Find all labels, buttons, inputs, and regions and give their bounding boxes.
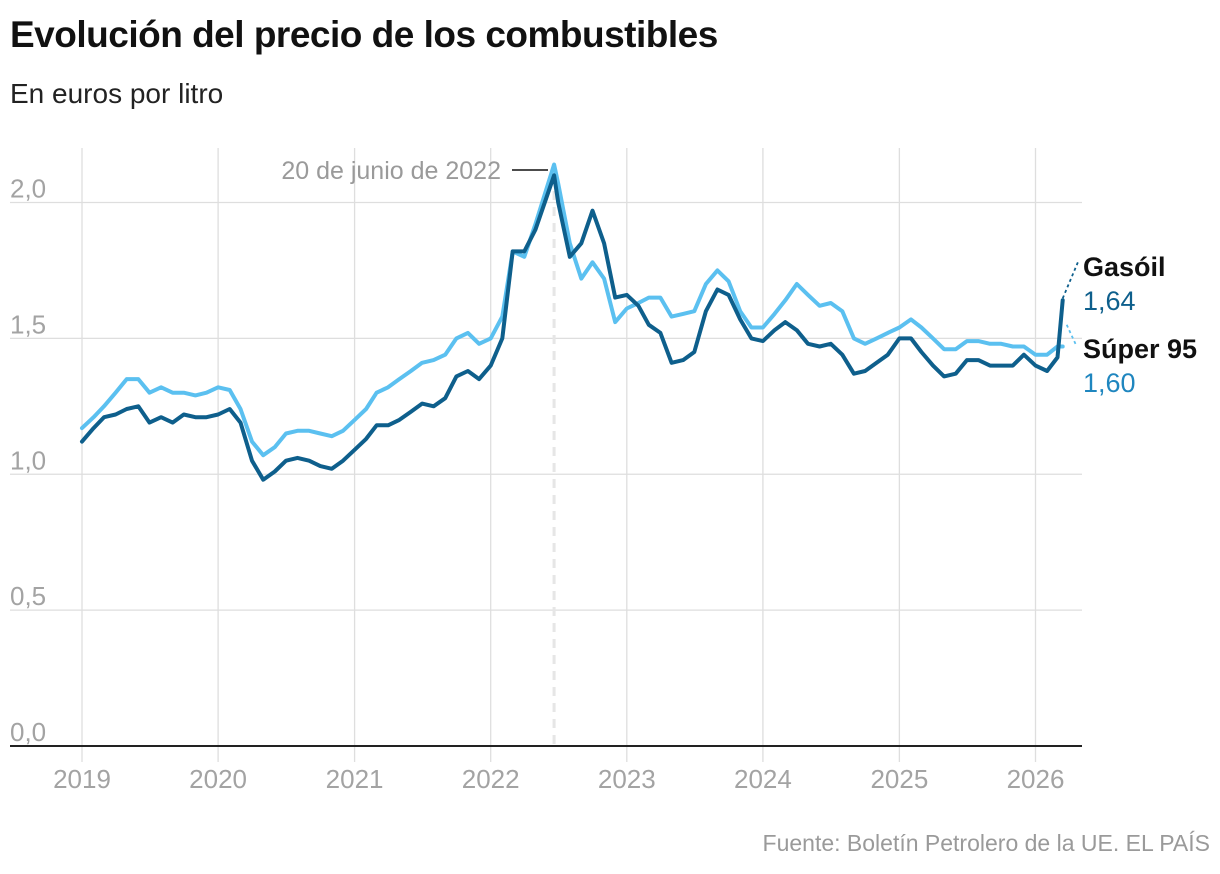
- x-tick-label: 2023: [598, 764, 656, 794]
- gasoil-series-label: Gasóil: [1083, 252, 1166, 282]
- axis-layer: 0,0 0,5 1,0 1,5 2,0 2019 2020 2021 2022 2023 2024 2…: [10, 174, 1082, 794]
- y-tick-label: 1,5: [10, 309, 46, 339]
- x-tick-label: 2021: [326, 764, 384, 794]
- y-tick-label: 2,0: [10, 174, 46, 204]
- gasoil-leader: [1061, 261, 1079, 299]
- series-line-gasoil: [80, 173, 1065, 482]
- x-tick-label: 2022: [462, 764, 520, 794]
- annotation-layer: 20 de junio de 2022: [281, 157, 556, 746]
- y-tick-label: 0,0: [10, 717, 46, 747]
- label-layer: Gasóil 1,64 Súper 95 1,60: [1061, 252, 1197, 398]
- super95-leader: [1065, 324, 1077, 346]
- x-tick-label: 2026: [1007, 764, 1065, 794]
- grid-layer: [10, 148, 1082, 762]
- chart-subtitle: En euros por litro: [10, 78, 224, 109]
- y-tick-label: 0,5: [10, 581, 46, 611]
- super95-end-value: 1,60: [1083, 368, 1136, 398]
- series-line-super95: [80, 162, 1065, 458]
- chart-title: Evolución del precio de los combustibles: [10, 14, 718, 55]
- annotation-label: 20 de junio de 2022: [281, 157, 501, 185]
- x-tick-label: 2019: [53, 764, 111, 794]
- y-tick-label: 1,0: [10, 445, 46, 475]
- gasoil-end-value: 1,64: [1083, 286, 1136, 316]
- x-tick-label: 2025: [870, 764, 928, 794]
- super95-series-label: Súper 95: [1083, 334, 1197, 364]
- source-note: Fuente: Boletín Petrolero de la UE. EL P…: [762, 830, 1210, 856]
- x-tick-label: 2020: [189, 764, 247, 794]
- x-tick-label: 2024: [734, 764, 792, 794]
- series-layer: [80, 162, 1065, 482]
